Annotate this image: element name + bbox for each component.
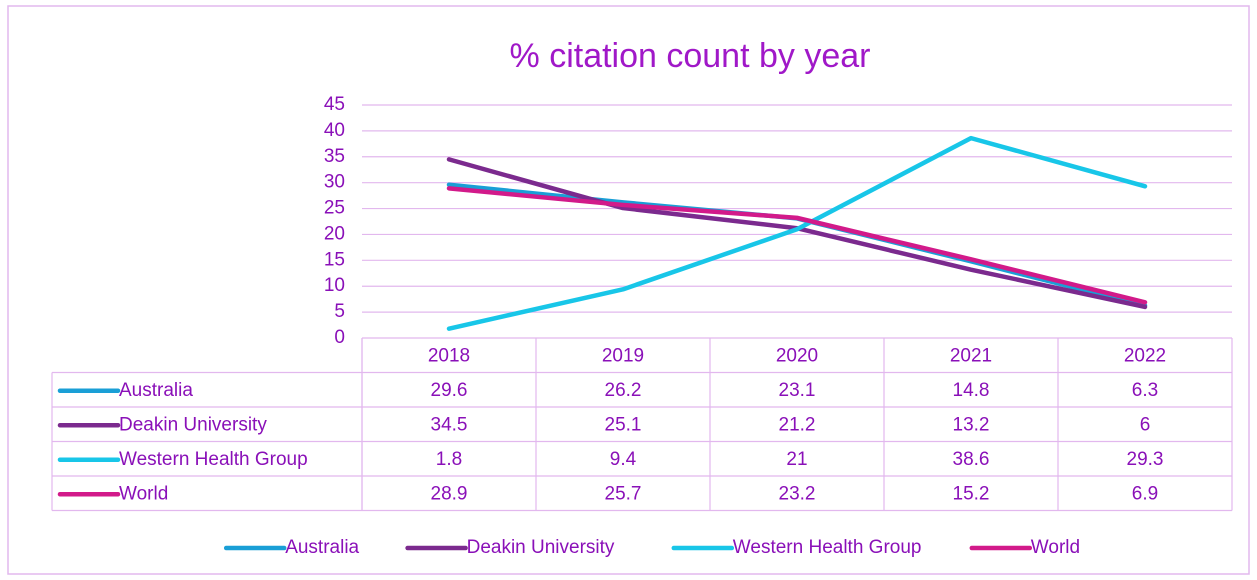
y-tick-label: 20 — [324, 223, 345, 244]
series-line — [446, 186, 1148, 305]
table-cell: 23.1 — [779, 380, 816, 401]
table-cell: 25.1 — [605, 414, 642, 435]
y-tick-label: 15 — [324, 249, 345, 270]
y-tick-label: 10 — [324, 275, 345, 296]
y-tick-label: 30 — [324, 172, 345, 193]
x-tick-label: 2021 — [950, 345, 992, 366]
y-tick-label: 25 — [324, 198, 345, 219]
y-tick-label: 40 — [324, 120, 345, 141]
table-cell: 34.5 — [431, 414, 468, 435]
table-cell: 6.9 — [1132, 483, 1158, 504]
y-tick-label: 45 — [324, 94, 345, 115]
table-row-label: Western Health Group — [119, 449, 308, 470]
table-cell: 6 — [1140, 414, 1151, 435]
table-cell: 26.2 — [605, 380, 642, 401]
x-tick-label: 2018 — [428, 345, 470, 366]
y-tick-label: 35 — [324, 146, 345, 167]
table-cell: 15.2 — [953, 483, 990, 504]
table-row-label: Deakin University — [119, 414, 267, 435]
table-cell: 14.8 — [953, 380, 990, 401]
legend-label: Western Health Group — [733, 537, 922, 558]
table-cell: 38.6 — [953, 449, 990, 470]
x-tick-label: 2020 — [776, 345, 818, 366]
legend-label: Australia — [285, 537, 359, 558]
table-cell: 23.2 — [779, 483, 816, 504]
chart-title: % citation count by year — [510, 37, 871, 75]
table-cell: 28.9 — [431, 483, 468, 504]
table-cell: 21 — [786, 449, 807, 470]
legend-label: World — [1031, 537, 1080, 558]
x-tick-label: 2022 — [1124, 345, 1166, 366]
table-row-label: World — [119, 483, 168, 504]
table-cell: 1.8 — [436, 449, 462, 470]
table-cell: 29.6 — [431, 380, 468, 401]
table-cell: 6.3 — [1132, 380, 1158, 401]
table-row-label: Australia — [119, 380, 193, 401]
legend-label: Deakin University — [467, 537, 615, 558]
table-cell: 29.3 — [1127, 449, 1164, 470]
table-cell: 25.7 — [605, 483, 642, 504]
table-cell: 13.2 — [953, 414, 990, 435]
table-cell: 9.4 — [610, 449, 637, 470]
chart-frame — [7, 5, 1250, 575]
table-cell: 21.2 — [779, 414, 816, 435]
y-tick-label: 0 — [334, 327, 345, 348]
y-tick-label: 5 — [334, 301, 345, 322]
series-line — [446, 135, 1148, 331]
x-tick-label: 2019 — [602, 345, 644, 366]
